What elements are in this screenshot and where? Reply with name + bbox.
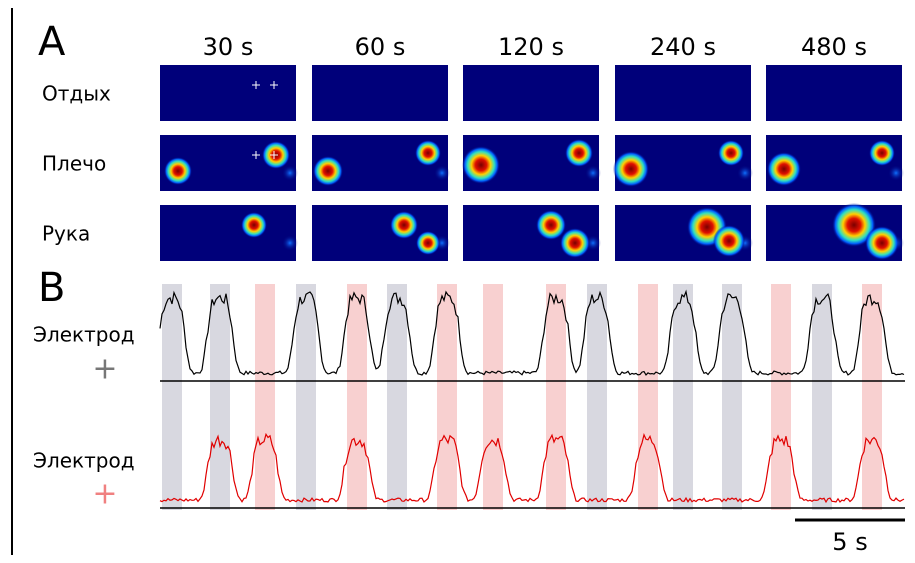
scale-label: 5 s xyxy=(832,528,867,556)
activation-blob xyxy=(565,139,593,167)
activation-blob xyxy=(164,157,192,185)
electrode-cross xyxy=(252,151,260,159)
electrode-marker: + xyxy=(92,477,117,512)
faint-spot xyxy=(282,165,298,181)
heatmap-tile xyxy=(160,205,296,261)
rest-band xyxy=(722,284,742,510)
heatmap-tile xyxy=(312,65,448,121)
activation-blob xyxy=(313,156,343,186)
activation-blob xyxy=(718,140,744,166)
faint-spot xyxy=(737,165,753,181)
column-label: 240 s xyxy=(650,33,716,61)
rest-band xyxy=(210,284,230,510)
activation-blob xyxy=(241,212,267,238)
row-label: Отдых xyxy=(42,82,111,106)
panel-label: B xyxy=(38,265,65,311)
electrode-marker: + xyxy=(92,352,117,387)
stim-band xyxy=(255,284,275,510)
activation-blob xyxy=(462,146,500,184)
heatmap-tile xyxy=(766,65,902,121)
activation-blob xyxy=(865,226,899,260)
activation-blob xyxy=(560,228,590,258)
faint-spot xyxy=(282,235,298,251)
rest-band xyxy=(812,284,832,510)
column-label: 30 s xyxy=(203,33,254,61)
trace xyxy=(159,289,905,376)
column-label: 60 s xyxy=(355,33,406,61)
heatmap-tile xyxy=(160,65,296,121)
electrode-cross xyxy=(270,151,278,159)
stim-band xyxy=(771,284,791,510)
row-label: Рука xyxy=(42,222,90,246)
faint-spot xyxy=(888,165,904,181)
electrode-cross xyxy=(270,81,278,89)
activation-blob xyxy=(832,203,876,247)
activation-blob xyxy=(390,211,418,239)
trace-label: Электрод xyxy=(33,323,135,347)
stim-band xyxy=(347,284,367,510)
column-label: 120 s xyxy=(498,33,564,61)
trace-label: Электрод xyxy=(33,449,135,473)
heatmap-tile xyxy=(463,65,599,121)
stim-band xyxy=(546,284,566,510)
heatmap-tile xyxy=(615,65,751,121)
stim-band xyxy=(437,284,457,510)
panel-label: A xyxy=(38,19,66,65)
stim-band xyxy=(638,284,658,510)
activation-blob xyxy=(869,140,895,166)
activation-blob xyxy=(416,231,440,255)
activation-blob xyxy=(613,151,649,187)
faint-spot xyxy=(585,165,601,181)
stim-band xyxy=(862,284,882,510)
activation-blob xyxy=(713,225,745,257)
activation-blob xyxy=(415,140,441,166)
trace xyxy=(159,432,905,504)
rest-band xyxy=(387,284,407,510)
rest-band xyxy=(673,284,693,510)
rest-band xyxy=(162,284,182,510)
stim-band xyxy=(483,284,503,510)
activation-blob xyxy=(767,152,801,186)
heatmaps xyxy=(160,65,904,261)
activation-blob xyxy=(536,210,566,240)
rest-band xyxy=(296,284,316,510)
electrode-cross xyxy=(252,81,260,89)
traces xyxy=(159,284,905,510)
rest-band xyxy=(587,284,607,510)
row-label: Плечо xyxy=(42,152,106,176)
faint-spot xyxy=(434,165,450,181)
column-label: 480 s xyxy=(801,33,867,61)
